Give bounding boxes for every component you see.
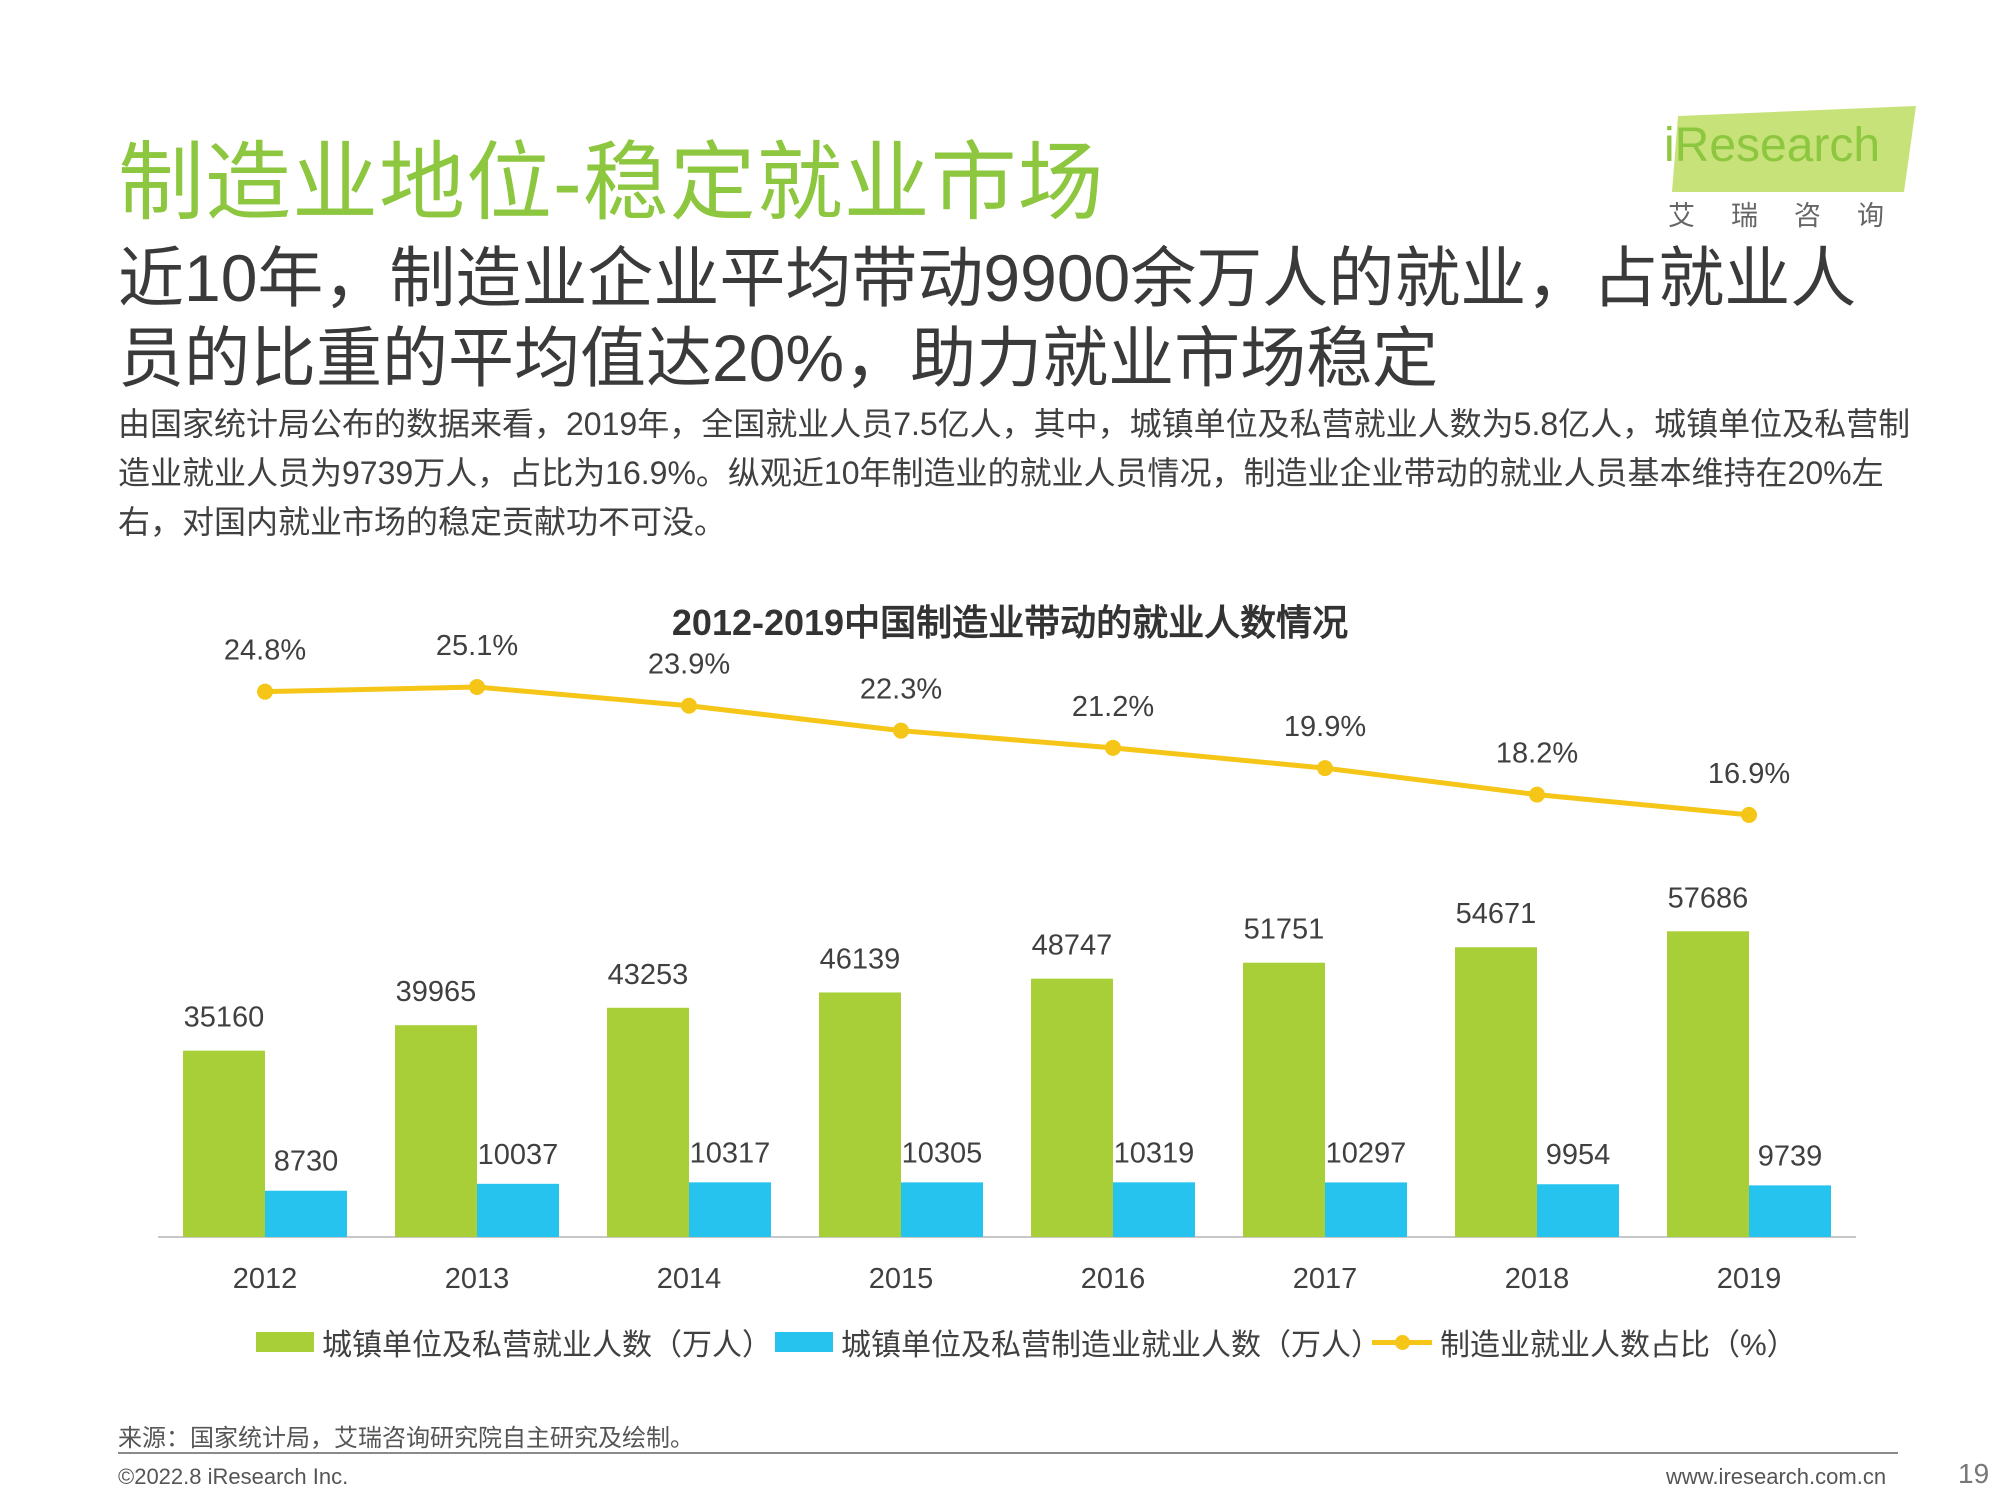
bar-total-2016	[1031, 978, 1113, 1237]
legend-item-total: 城镇单位及私营就业人数（万人）	[256, 1320, 772, 1364]
x-tick-2015: 2015	[869, 1263, 934, 1295]
bar-manufacturing-2013	[477, 1183, 559, 1237]
ratio-point-2016	[1105, 739, 1121, 756]
bar-manufacturing-2017	[1325, 1182, 1407, 1237]
bar-manufacturing-2015	[901, 1182, 983, 1237]
logo-badge-icon	[1672, 106, 1916, 192]
legend-label-ratio: 制造业就业人数占比（%）	[1440, 1329, 1797, 1362]
logo-name: iResearch	[1664, 119, 1881, 172]
bar-total-2012	[183, 1050, 265, 1237]
ratio-point-2014	[681, 697, 697, 714]
bar-total-2017	[1243, 962, 1325, 1237]
logo-subtitle: 艾瑞咨询	[1668, 201, 1920, 231]
legend-swatch-blue	[775, 1332, 833, 1352]
label-manufacturing-2012: 8730	[274, 1146, 339, 1178]
bar-total-2014	[607, 1007, 689, 1237]
label-total-2013: 39965	[396, 976, 477, 1008]
x-tick-2012: 2012	[233, 1263, 298, 1295]
legend-item-ratio: 制造业就业人数占比（%）	[1372, 1320, 1797, 1364]
legend-label-manufacturing: 城镇单位及私营制造业就业人数（万人）	[841, 1329, 1381, 1362]
page-title: 制造业地位-稳定就业市场	[118, 135, 1105, 231]
ratio-label-2018: 18.2%	[1496, 738, 1578, 770]
label-total-2018: 54671	[1456, 898, 1537, 930]
bar-total-2019	[1667, 931, 1749, 1237]
legend-label-total: 城镇单位及私营就业人数（万人）	[322, 1329, 772, 1362]
label-total-2016: 48747	[1032, 930, 1113, 962]
x-tick-2018: 2018	[1505, 1263, 1570, 1295]
ratio-point-2015	[893, 722, 909, 739]
label-total-2017: 51751	[1244, 914, 1325, 946]
x-tick-2013: 2013	[445, 1263, 510, 1295]
ratio-label-2016: 21.2%	[1072, 691, 1154, 723]
bar-manufacturing-2014	[689, 1182, 771, 1237]
chart-title: 2012-2019中国制造业带动的就业人数情况	[672, 602, 1348, 643]
bar-manufacturing-2016	[1113, 1182, 1195, 1237]
ratio-point-2013	[469, 679, 485, 695]
ratio-label-2014: 23.9%	[648, 649, 730, 681]
ratio-label-2017: 19.9%	[1284, 711, 1366, 743]
page-number: 19	[1958, 1458, 1990, 1489]
bar-manufacturing-2018	[1537, 1184, 1619, 1237]
label-total-2012: 35160	[184, 1002, 265, 1034]
ratio-point-2012	[257, 683, 273, 700]
ratio-point-2018	[1529, 786, 1545, 803]
ratio-point-2017	[1317, 760, 1333, 777]
employment-chart: 2012-2019中国制造业带动的就业人数情况 35160 8730 2012 399…	[158, 602, 1856, 1295]
ratio-label-2012: 24.8%	[224, 635, 306, 667]
label-manufacturing-2015: 10305	[902, 1137, 983, 1169]
ratio-point-2019	[1741, 806, 1757, 823]
footer-divider	[118, 1452, 1898, 1454]
x-tick-2017: 2017	[1293, 1263, 1358, 1295]
legend-swatch-green	[256, 1332, 314, 1352]
body-paragraph: 由国家统计局公布的数据来看，2019年，全国就业人员7.5亿人，其中，城镇单位及…	[118, 406, 1911, 540]
website: www.iresearch.com.cn	[1666, 1464, 1887, 1489]
bar-total-2015	[819, 992, 901, 1237]
iresearch-logo: iResearch 艾瑞咨询	[1658, 106, 1916, 234]
label-manufacturing-2013: 10037	[478, 1139, 559, 1171]
ratio-label-2019: 16.9%	[1708, 758, 1790, 790]
label-total-2014: 43253	[608, 959, 689, 991]
legend-item-manufacturing: 城镇单位及私营制造业就业人数（万人）	[775, 1320, 1381, 1364]
label-total-2015: 46139	[820, 943, 901, 975]
x-tick-2019: 2019	[1717, 1263, 1782, 1295]
copyright: ©2022.8 iResearch Inc.	[118, 1464, 349, 1489]
ratio-line	[264, 684, 1750, 818]
source-note: 来源：国家统计局，艾瑞咨询研究院自主研究及绘制。	[118, 1425, 694, 1452]
label-manufacturing-2018: 9954	[1546, 1139, 1611, 1171]
x-tick-2014: 2014	[657, 1263, 722, 1295]
bar-total-2018	[1455, 947, 1537, 1237]
label-total-2019: 57686	[1668, 882, 1749, 914]
legend-swatch-line	[1372, 1332, 1432, 1352]
headline: 近10年，制造业企业平均带动9900余万人的就业，占就业人员的比重的平均值达20…	[118, 241, 1857, 395]
label-manufacturing-2016: 10319	[1114, 1137, 1195, 1169]
label-manufacturing-2019: 9739	[1758, 1140, 1823, 1172]
bar-manufacturing-2019	[1749, 1185, 1831, 1237]
bar-total-2013	[395, 1025, 477, 1237]
label-manufacturing-2014: 10317	[690, 1137, 771, 1169]
label-manufacturing-2017: 10297	[1326, 1137, 1407, 1169]
ratio-label-2013: 25.1%	[436, 630, 518, 662]
chart-legend: 城镇单位及私营就业人数（万人） 城镇单位及私营制造业就业人数（万人） 制造业就业…	[0, 1320, 2000, 1362]
x-tick-2016: 2016	[1081, 1263, 1146, 1295]
ratio-label-2015: 22.3%	[860, 674, 942, 706]
bar-manufacturing-2012	[265, 1190, 347, 1237]
